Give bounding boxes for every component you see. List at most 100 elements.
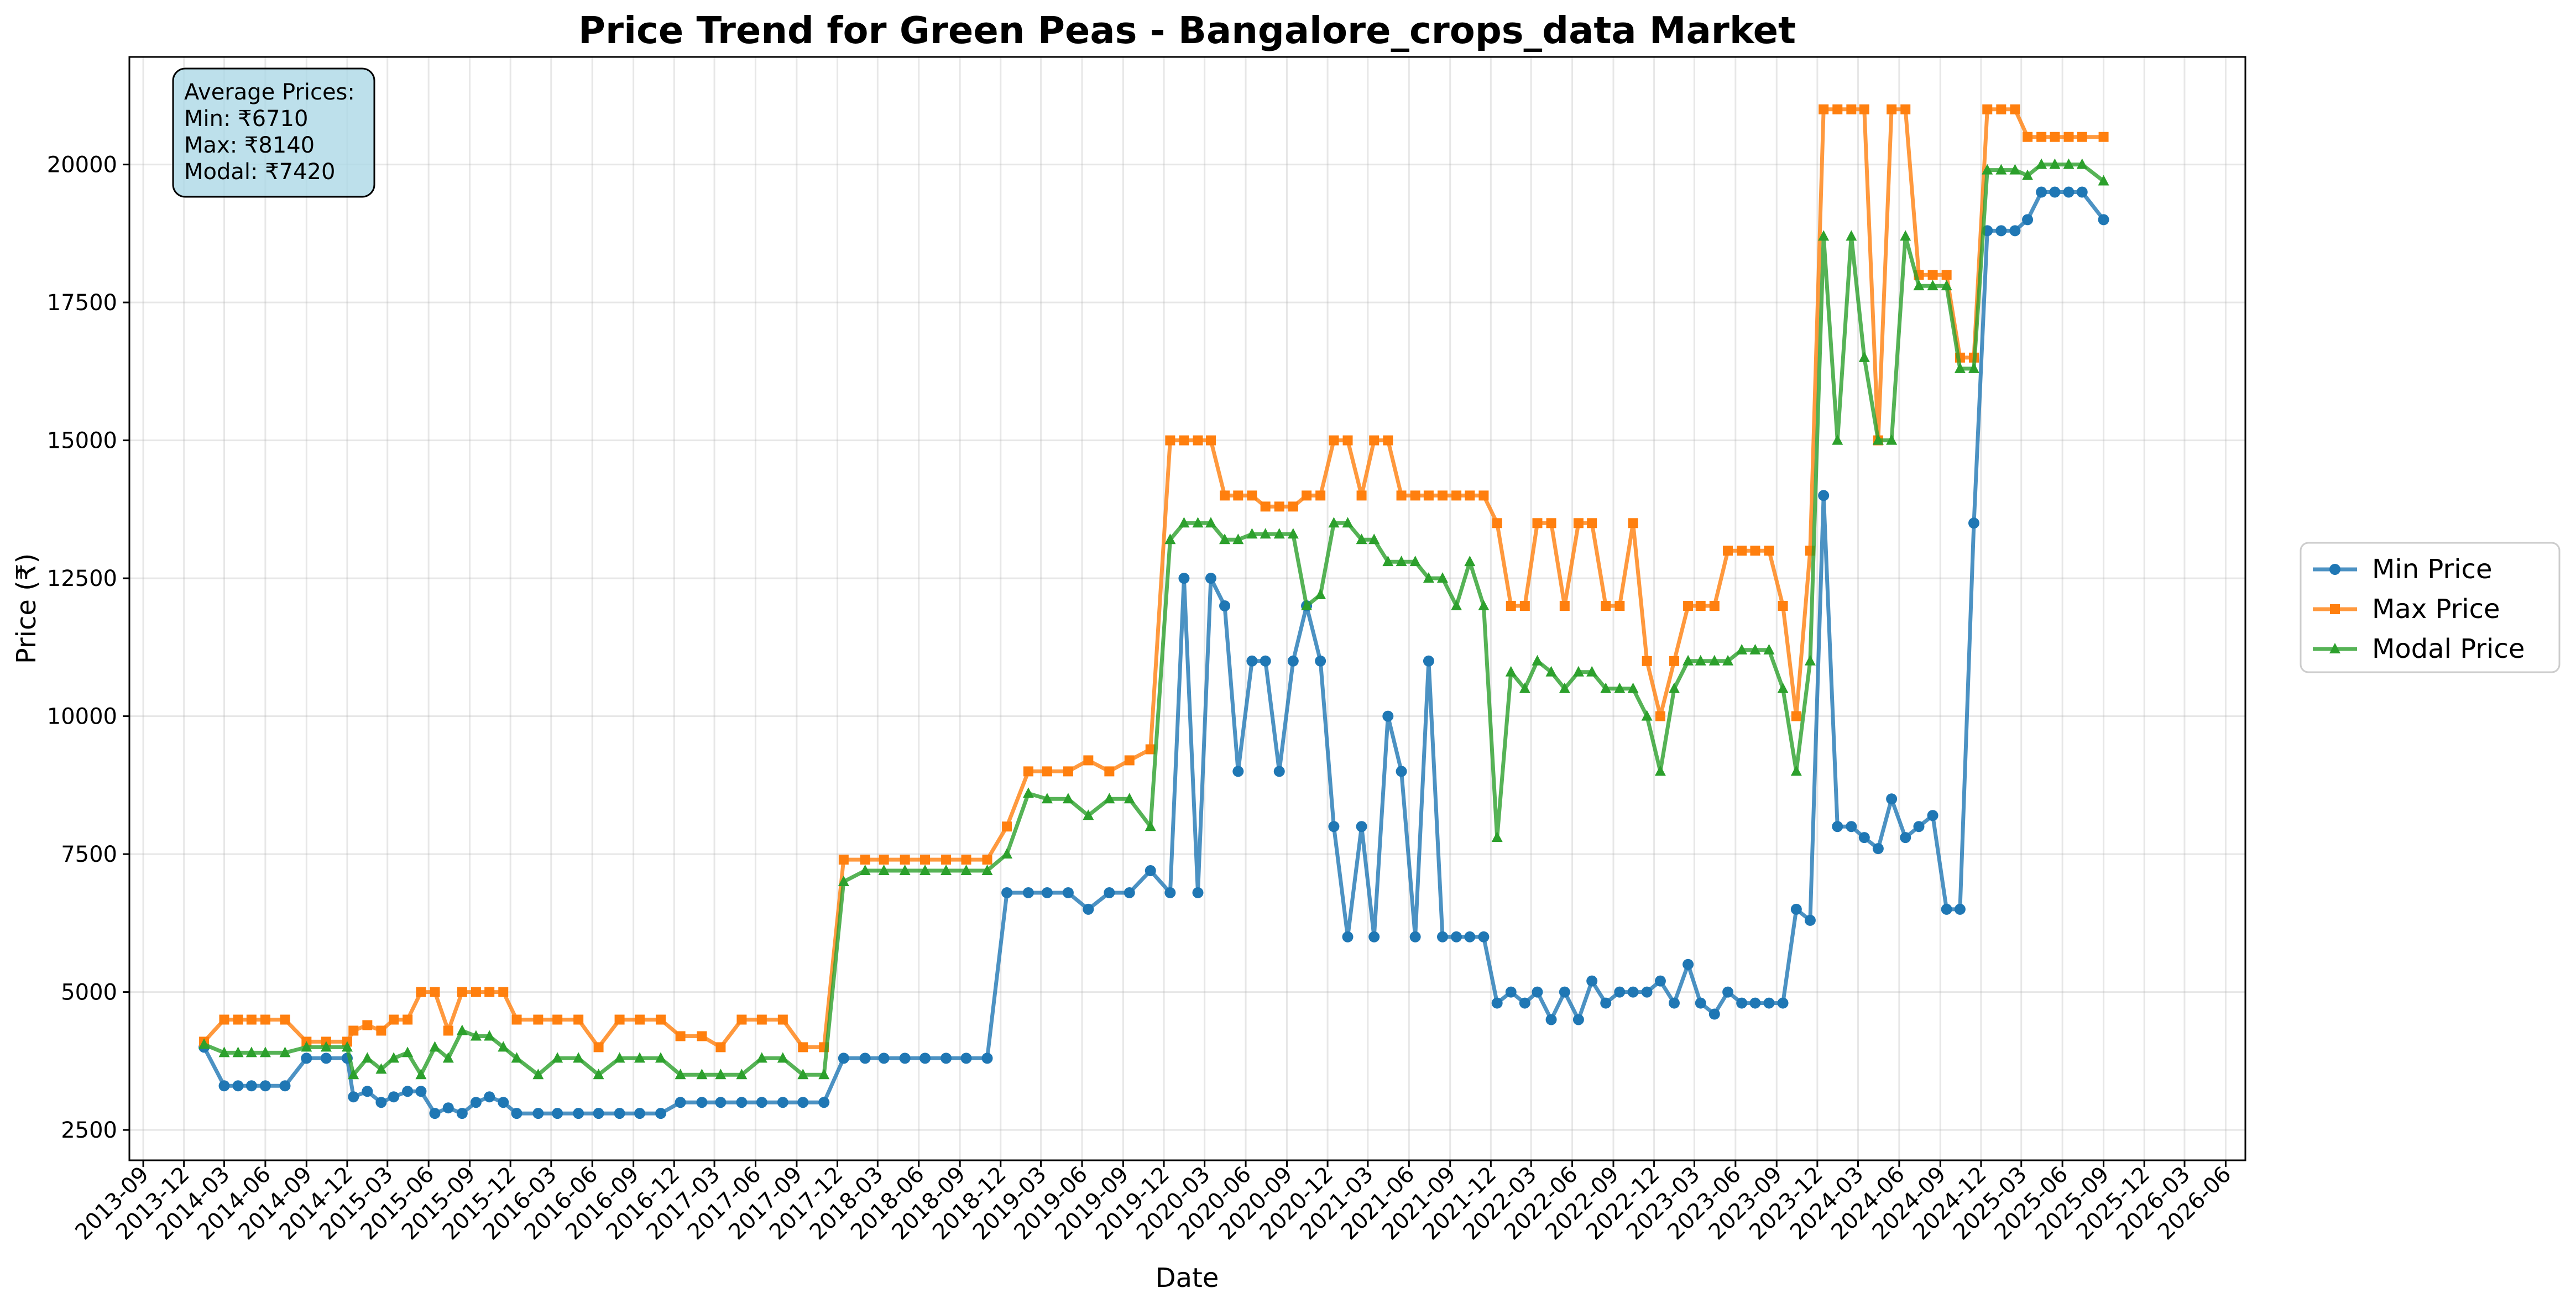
- data-point: [1709, 601, 1720, 611]
- data-point: [1232, 533, 1244, 544]
- data-point: [1695, 997, 1706, 1009]
- data-point: [655, 1108, 666, 1119]
- data-point: [1722, 654, 1734, 666]
- data-point: [1205, 573, 1216, 584]
- data-point: [320, 1053, 332, 1064]
- data-point: [1041, 793, 1053, 804]
- data-point: [1396, 556, 1407, 567]
- data-point: [1423, 572, 1434, 583]
- data-point: [1750, 546, 1760, 556]
- data-point: [511, 1052, 522, 1063]
- data-point: [1396, 766, 1407, 777]
- data-point: [1274, 501, 1284, 512]
- data-point: [960, 1053, 972, 1064]
- data-point: [1614, 682, 1626, 693]
- data-point: [1247, 490, 1257, 501]
- data-point: [1519, 682, 1530, 693]
- data-point: [1954, 903, 1966, 915]
- data-point: [634, 1014, 645, 1025]
- data-point: [1628, 518, 1638, 528]
- data-point: [280, 1014, 290, 1025]
- data-point: [1233, 490, 1243, 501]
- data-point: [498, 1041, 509, 1052]
- data-point: [1559, 986, 1570, 998]
- data-point: [1193, 435, 1203, 446]
- data-point: [797, 1069, 809, 1080]
- average-min-price: Min: ₹6710: [184, 106, 308, 132]
- data-point: [2098, 175, 2109, 186]
- data-point: [2063, 132, 2074, 142]
- data-point: [1287, 528, 1299, 539]
- data-point: [2098, 132, 2109, 142]
- data-point: [1832, 434, 1843, 445]
- data-point: [777, 1052, 788, 1063]
- legend: Min Price Max Price Modal Price: [2300, 542, 2561, 673]
- data-point: [1763, 643, 1775, 654]
- y-tick-label: 10000: [47, 704, 117, 730]
- data-point: [1846, 230, 1857, 241]
- data-point: [1315, 589, 1326, 600]
- data-point: [279, 1046, 291, 1057]
- data-point: [1491, 831, 1503, 842]
- data-point: [756, 1014, 767, 1025]
- data-point: [348, 1069, 359, 1080]
- data-point: [1736, 643, 1748, 654]
- data-point: [456, 1108, 468, 1119]
- data-point: [415, 1069, 427, 1080]
- data-point: [1927, 280, 1938, 291]
- data-point: [1627, 986, 1639, 998]
- data-point: [1302, 490, 1312, 501]
- data-point: [320, 1041, 332, 1052]
- data-point: [1749, 643, 1761, 654]
- data-point: [1941, 903, 1952, 915]
- data-point: [1764, 546, 1774, 556]
- data-point: [756, 1097, 767, 1108]
- series-modal-price: [198, 158, 2109, 1080]
- data-point: [1846, 104, 1857, 114]
- data-point: [260, 1014, 270, 1025]
- data-point: [2050, 132, 2060, 142]
- data-point: [1423, 490, 1434, 501]
- data-point: [614, 1108, 625, 1119]
- data-point: [232, 1046, 244, 1057]
- data-point: [1423, 655, 1434, 667]
- data-point: [1763, 997, 1775, 1009]
- data-point: [442, 1052, 454, 1063]
- data-point: [1982, 164, 1993, 175]
- data-point: [1062, 887, 1074, 898]
- data-point: [1205, 435, 1216, 446]
- data-point: [1600, 682, 1612, 693]
- data-point: [1790, 903, 1802, 915]
- data-point: [1506, 601, 1516, 611]
- data-point: [301, 1053, 312, 1064]
- data-point: [1559, 682, 1570, 693]
- data-point: [1232, 766, 1244, 777]
- data-point: [1818, 230, 1830, 241]
- data-point: [362, 1020, 373, 1030]
- data-point: [218, 1080, 230, 1092]
- average-prices-heading: Average Prices:: [184, 80, 355, 105]
- data-point: [1478, 490, 1489, 501]
- data-point: [2022, 214, 2034, 226]
- data-point: [1749, 997, 1761, 1009]
- data-point: [511, 1014, 522, 1025]
- y-tick-label: 7500: [61, 842, 117, 867]
- data-point: [416, 987, 426, 997]
- data-point: [981, 1053, 993, 1064]
- data-point: [456, 1024, 468, 1035]
- data-point: [1886, 793, 1898, 805]
- data-point: [838, 855, 849, 865]
- data-point: [2022, 169, 2034, 180]
- data-point: [1572, 666, 1584, 677]
- y-tick-label: 2500: [61, 1118, 117, 1143]
- data-point: [1409, 556, 1421, 567]
- data-point: [1356, 821, 1367, 832]
- y-tick-label: 5000: [61, 980, 117, 1006]
- data-point: [1220, 490, 1230, 501]
- data-point: [1464, 931, 1476, 943]
- data-point: [1519, 601, 1530, 611]
- data-point: [1356, 533, 1367, 544]
- data-point: [1491, 997, 1503, 1009]
- legend-swatch-marker: [2329, 564, 2340, 575]
- y-axis-ticks: 2500 5000 7500 10000 12500 15000 17500 20000: [47, 153, 129, 1143]
